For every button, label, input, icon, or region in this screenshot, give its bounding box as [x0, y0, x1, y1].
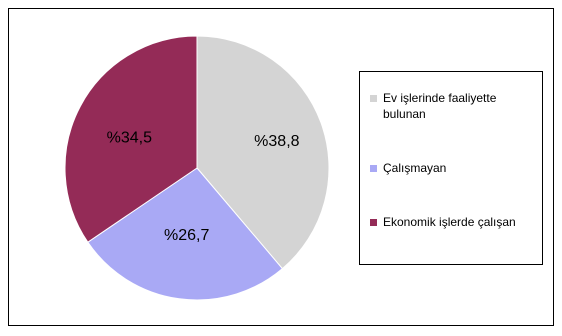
legend-swatch-calismayan [370, 165, 377, 172]
legend-swatch-ev-islerinde [370, 95, 377, 102]
slice-label-calismayan: %26,7 [164, 227, 209, 244]
legend-swatch-ekonomik-islerde [370, 219, 377, 226]
pie-slice-ekonomik-islerde [64, 35, 198, 243]
legend-item-calismayan: Çalışmayan [370, 160, 538, 176]
pie-chart: %38,8 %26,7 %34,5 [64, 35, 330, 301]
pie-slice-calismayan [87, 167, 284, 301]
chart-frame: %38,8 %26,7 %34,5 Ev işlerinde faaliyette … [8, 8, 554, 326]
slice-label-ev-islerinde: %38,8 [254, 133, 299, 150]
legend: Ev işlerinde faaliyette bulunan Çalışmay… [359, 71, 543, 265]
legend-item-ev-islerinde: Ev işlerinde faaliyette bulunan [370, 90, 538, 122]
legend-label-calismayan: Çalışmayan [383, 161, 447, 175]
pie-slice-ev-islerinde [196, 35, 330, 270]
slice-label-ekonomik-islerde: %34,5 [107, 129, 152, 146]
legend-label-ekonomik-islerde: Ekonomik işlerde çalışan [383, 215, 516, 229]
legend-label-ev-islerinde: Ev işlerinde faaliyette bulunan [383, 91, 497, 121]
legend-item-ekonomik-islerde: Ekonomik işlerde çalışan [370, 214, 538, 230]
